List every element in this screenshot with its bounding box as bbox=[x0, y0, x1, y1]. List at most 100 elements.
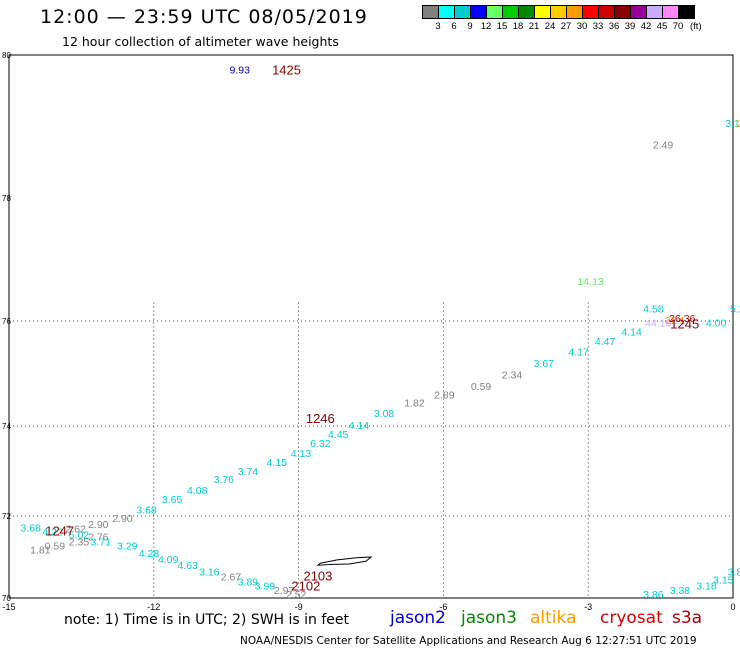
swh-value-label: 1.82 bbox=[404, 397, 425, 409]
legend-label: 3 bbox=[435, 21, 441, 32]
legend-label: 9 bbox=[467, 21, 473, 32]
swh-value-label: 4.28 bbox=[139, 548, 160, 560]
swh-value-label: 3.16 bbox=[199, 566, 220, 578]
footer-credit: NOAA/NESDIS Center for Satellite Applica… bbox=[240, 635, 697, 647]
y-tick-label: 76 bbox=[2, 317, 11, 326]
swh-value-label: 4.58 bbox=[643, 304, 664, 316]
chart-title: 12:00 — 23:59 UTC 08/05/2019 bbox=[40, 6, 368, 28]
swh-value-label: 4.47 bbox=[595, 336, 616, 348]
y-tick-label: 72 bbox=[2, 512, 11, 521]
color-legend: 3 6 9 12 15 18 21 24 27 30 33 36 39 42 45 70 (ft) bbox=[422, 5, 702, 32]
y-tick-label: 70 bbox=[2, 594, 11, 603]
swh-value-label: 2.67 bbox=[221, 572, 242, 584]
legend-swatches bbox=[422, 5, 702, 19]
legend-label: 30 bbox=[576, 21, 588, 32]
swh-value-label: 3.99 bbox=[255, 581, 276, 593]
legend-label: 12 bbox=[480, 21, 492, 32]
legend-label: 24 bbox=[544, 21, 556, 32]
swh-value-label: 3.89 bbox=[238, 577, 259, 589]
satellite-s3a: s3a bbox=[672, 608, 703, 628]
swh-value-label: 4.14 bbox=[621, 327, 642, 339]
x-tick-label: -9 bbox=[295, 602, 303, 612]
swh-value-label: 44.15 bbox=[645, 318, 671, 330]
swh-value-label: 4.14 bbox=[349, 420, 370, 432]
swh-value-label: 3.29 bbox=[117, 541, 138, 553]
y-tick-label: 78 bbox=[2, 194, 11, 203]
time-label: 2102 bbox=[291, 579, 320, 594]
y-tick-label: 80 bbox=[2, 51, 11, 60]
swh-value-label: 2.49 bbox=[653, 139, 674, 151]
swh-value-label: 3.74 bbox=[238, 466, 259, 478]
satellite-cryosat: cryosat bbox=[600, 608, 663, 628]
swh-value-label: 3.86 bbox=[643, 589, 664, 601]
swh-value-label: 4.13 bbox=[291, 448, 312, 460]
swh-value-label: 4.08 bbox=[187, 485, 208, 497]
y-tick-label: 74 bbox=[2, 422, 11, 431]
legend-label: 6 bbox=[451, 21, 457, 32]
swh-value-label: 2.35 bbox=[69, 536, 90, 548]
legend-label: 36 bbox=[608, 21, 620, 32]
chart-subtitle: 12 hour collection of altimeter wave hei… bbox=[62, 34, 339, 49]
swh-value-label: 5.02 bbox=[69, 529, 90, 541]
swh-value-label: 4.22 bbox=[42, 527, 63, 539]
swh-value-label: 2.97 bbox=[274, 585, 295, 597]
swh-value-label: 26.36 bbox=[669, 313, 695, 325]
swh-value-label: 2.52 bbox=[286, 589, 307, 601]
swh-value-label: 2 bbox=[737, 118, 740, 130]
swh-value-label: 3.67 bbox=[534, 358, 555, 370]
time-label: 1247 bbox=[45, 523, 74, 538]
note-text: note: 1) Time is in UTC; 2) SWH is in fe… bbox=[64, 612, 350, 628]
x-tick-label: -15 bbox=[2, 602, 15, 612]
legend-swatch bbox=[678, 5, 695, 19]
swh-value-label: 2.76 bbox=[88, 532, 109, 544]
swh-value-label: 2.62 bbox=[65, 523, 86, 535]
swh-value-label: 3.15 bbox=[725, 118, 740, 130]
swh-value-label: 3.68 bbox=[136, 504, 157, 516]
swh-value-label: 9.93 bbox=[229, 64, 250, 76]
swh-value-label: 1.81 bbox=[30, 545, 51, 557]
satellite-altika: altika bbox=[530, 608, 577, 628]
legend-labels: 3 6 9 12 15 18 21 24 27 30 33 36 39 42 45 70 (ft) bbox=[422, 19, 702, 32]
satellite-jason2: jason2 bbox=[390, 608, 446, 628]
swh-value-label: 3.65 bbox=[162, 494, 183, 506]
island-outline bbox=[316, 556, 373, 566]
legend-unit: (ft) bbox=[690, 21, 702, 32]
swh-value-label: 5.22 bbox=[730, 304, 740, 316]
swh-value-label: 2.34 bbox=[502, 370, 523, 382]
swh-value-label: 3.38 bbox=[670, 585, 691, 597]
legend-label: 42 bbox=[640, 21, 652, 32]
time-label: 1245 bbox=[670, 317, 699, 332]
x-tick-label: -12 bbox=[147, 602, 160, 612]
swh-value-label: 2.90 bbox=[88, 519, 109, 531]
x-tick-label: 0 bbox=[730, 602, 735, 612]
swh-value-label: 4.15 bbox=[267, 457, 288, 469]
swh-value-label: 4.63 bbox=[177, 560, 198, 572]
swh-value-label: 6.32 bbox=[310, 438, 331, 450]
legend-label: 70 bbox=[672, 21, 684, 32]
swh-value-label: 2.89 bbox=[434, 390, 455, 402]
swh-value-label: 0.59 bbox=[471, 381, 492, 393]
legend-label: 21 bbox=[528, 21, 540, 32]
legend-label: 33 bbox=[592, 21, 604, 32]
swh-value-label: 14.13 bbox=[577, 276, 603, 288]
legend-label: 27 bbox=[560, 21, 572, 32]
swh-value-label: 3.68 bbox=[21, 522, 42, 534]
swh-value-label: 3.71 bbox=[90, 536, 111, 548]
time-label: 1246 bbox=[306, 411, 335, 426]
x-tick-label: -6 bbox=[439, 602, 447, 612]
swh-value-label: 4.17 bbox=[568, 346, 589, 358]
time-label: 1425 bbox=[272, 62, 301, 77]
swh-value-label: 3.18 bbox=[696, 581, 717, 593]
legend-label: 18 bbox=[512, 21, 524, 32]
legend-label: 39 bbox=[624, 21, 636, 32]
swh-value-label: 0.59 bbox=[45, 541, 66, 553]
swh-value-label: 3.15 bbox=[713, 575, 734, 587]
map-frame bbox=[8, 54, 734, 599]
swh-value-label: 4.45 bbox=[328, 429, 349, 441]
swh-value-label: 3.86 bbox=[728, 566, 740, 578]
swh-value-label: 3.08 bbox=[374, 408, 395, 420]
swh-value-label: 4.09 bbox=[158, 554, 179, 566]
swh-value-label: 4.00 bbox=[706, 318, 727, 330]
swh-value-label: 3.76 bbox=[214, 474, 235, 486]
swh-value-label: 22.1 bbox=[665, 315, 686, 327]
